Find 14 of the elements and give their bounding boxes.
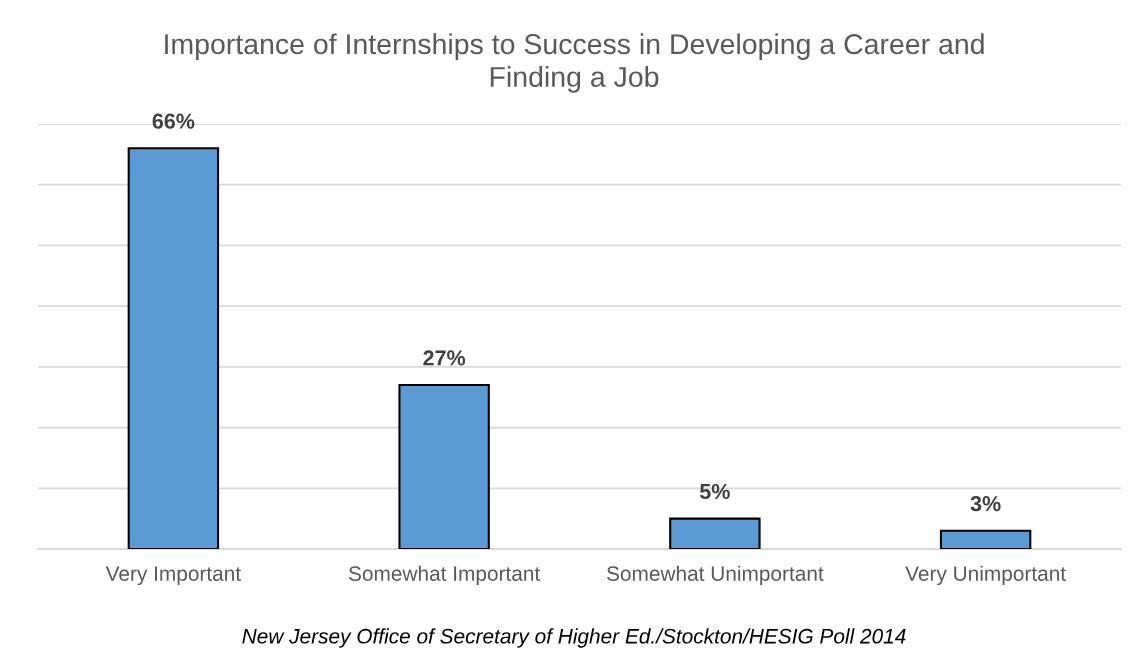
bar [398, 384, 490, 549]
x-tick-label: Somewhat Important [348, 565, 541, 586]
data-label: 27% [423, 350, 466, 366]
data-label: 66% [152, 113, 195, 129]
text: New Jersey Office of Secretary of Higher Ed./Stockton/HESIG Poll 2014 [242, 628, 906, 648]
chart-title: Importance of Internships to Success in Developing a Career and Finding a Job [165, 33, 984, 93]
data-label: 3% [970, 496, 1001, 512]
bar [669, 517, 761, 549]
x-tick-label: Very Important [105, 566, 241, 586]
x-tick-label: Somewhat Unimportant [606, 565, 824, 586]
data-label: 5% [699, 483, 730, 500]
bar [939, 529, 1032, 549]
x-tick-label: Very Unimportant [905, 565, 1066, 586]
bar [127, 147, 220, 549]
